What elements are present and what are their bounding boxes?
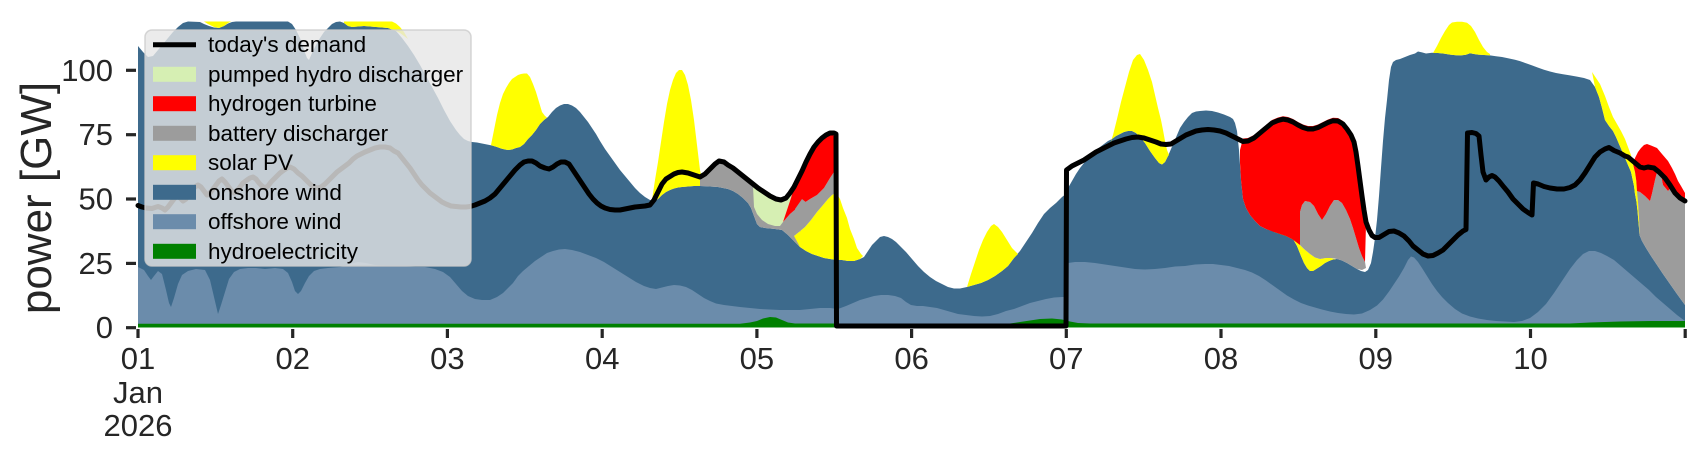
svg-text:hydroelectricity: hydroelectricity <box>208 239 359 264</box>
svg-text:power [GW]: power [GW] <box>12 82 61 314</box>
svg-text:08: 08 <box>1204 341 1238 376</box>
svg-text:pumped hydro discharger: pumped hydro discharger <box>208 62 464 87</box>
svg-text:solar PV: solar PV <box>208 150 293 175</box>
svg-text:2026: 2026 <box>104 408 173 443</box>
svg-text:offshore wind: offshore wind <box>208 209 341 234</box>
svg-text:02: 02 <box>275 341 309 376</box>
svg-text:battery discharger: battery discharger <box>208 121 389 146</box>
svg-text:10: 10 <box>1513 341 1547 376</box>
svg-text:today's demand: today's demand <box>208 32 366 57</box>
svg-text:25: 25 <box>79 246 113 281</box>
svg-text:07: 07 <box>1049 341 1083 376</box>
svg-text:03: 03 <box>430 341 464 376</box>
svg-text:04: 04 <box>585 341 619 376</box>
svg-text:50: 50 <box>79 182 113 217</box>
svg-text:onshore wind: onshore wind <box>208 180 342 205</box>
svg-text:0: 0 <box>96 310 113 345</box>
svg-text:Jan: Jan <box>113 375 163 410</box>
svg-text:06: 06 <box>894 341 928 376</box>
svg-text:hydrogen turbine: hydrogen turbine <box>208 91 377 116</box>
svg-text:05: 05 <box>740 341 774 376</box>
svg-text:100: 100 <box>61 53 113 88</box>
svg-text:01: 01 <box>121 341 155 376</box>
svg-text:09: 09 <box>1359 341 1393 376</box>
svg-text:75: 75 <box>79 117 113 152</box>
